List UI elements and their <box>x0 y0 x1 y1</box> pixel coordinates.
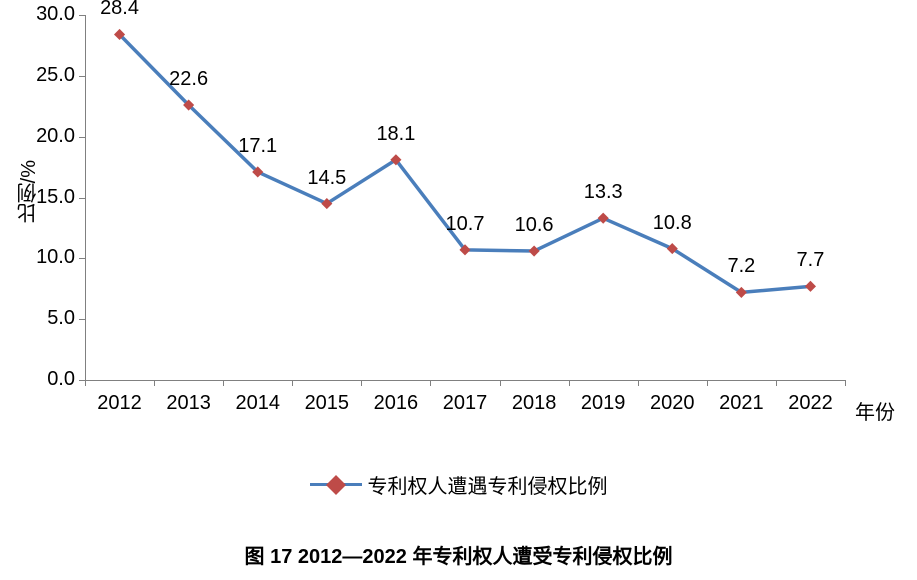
x-tick-label: 2017 <box>443 392 488 415</box>
data-marker-icon <box>806 282 815 291</box>
x-tick <box>776 380 777 386</box>
data-label: 28.4 <box>100 0 139 20</box>
x-tick <box>223 380 224 386</box>
x-tick-label: 2016 <box>374 392 419 415</box>
y-tick-label: 15.0 <box>36 186 75 209</box>
x-axis-line <box>85 380 845 381</box>
y-tick-label: 25.0 <box>36 64 75 87</box>
data-label: 10.7 <box>446 213 485 236</box>
legend-marker-icon <box>326 475 346 495</box>
y-tick-label: 20.0 <box>36 125 75 148</box>
y-tick-label: 10.0 <box>36 246 75 269</box>
x-tick <box>845 380 846 386</box>
x-tick <box>85 380 86 386</box>
data-label: 10.6 <box>515 214 554 237</box>
x-tick <box>500 380 501 386</box>
x-axis-unit-label: 年份 <box>855 396 895 425</box>
figure-root: 比例/% 0.05.010.015.020.025.030.0201220132… <box>0 0 917 580</box>
x-tick <box>430 380 431 386</box>
data-label: 22.6 <box>169 68 208 91</box>
x-tick-label: 2015 <box>305 392 350 415</box>
legend-label: 专利权人遭遇专利侵权比例 <box>368 470 608 499</box>
data-label: 7.7 <box>797 249 825 272</box>
x-tick-label: 2018 <box>512 392 557 415</box>
y-tick-label: 5.0 <box>47 307 75 330</box>
x-tick-label: 2021 <box>719 392 764 415</box>
figure-caption: 图 17 2012—2022 年专利权人遭受专利侵权比例 <box>0 540 917 569</box>
x-tick <box>292 380 293 386</box>
x-tick <box>361 380 362 386</box>
x-tick <box>154 380 155 386</box>
plot-area: 0.05.010.015.020.025.030.020122013201420… <box>85 15 845 380</box>
data-label: 7.2 <box>727 255 755 278</box>
data-label: 10.8 <box>653 212 692 235</box>
x-tick-label: 2014 <box>235 392 280 415</box>
y-tick-label: 0.0 <box>47 368 75 391</box>
data-label: 14.5 <box>307 167 346 190</box>
x-tick-label: 2012 <box>97 392 142 415</box>
data-label: 13.3 <box>584 181 623 204</box>
x-tick-label: 2019 <box>581 392 626 415</box>
data-label: 17.1 <box>238 135 277 158</box>
y-tick-label: 30.0 <box>36 3 75 26</box>
x-tick <box>707 380 708 386</box>
x-tick <box>638 380 639 386</box>
x-tick-label: 2020 <box>650 392 695 415</box>
x-tick-label: 2022 <box>788 392 833 415</box>
x-tick <box>569 380 570 386</box>
data-label: 18.1 <box>376 123 415 146</box>
legend: 专利权人遭遇专利侵权比例 <box>310 470 608 499</box>
x-tick-label: 2013 <box>166 392 211 415</box>
